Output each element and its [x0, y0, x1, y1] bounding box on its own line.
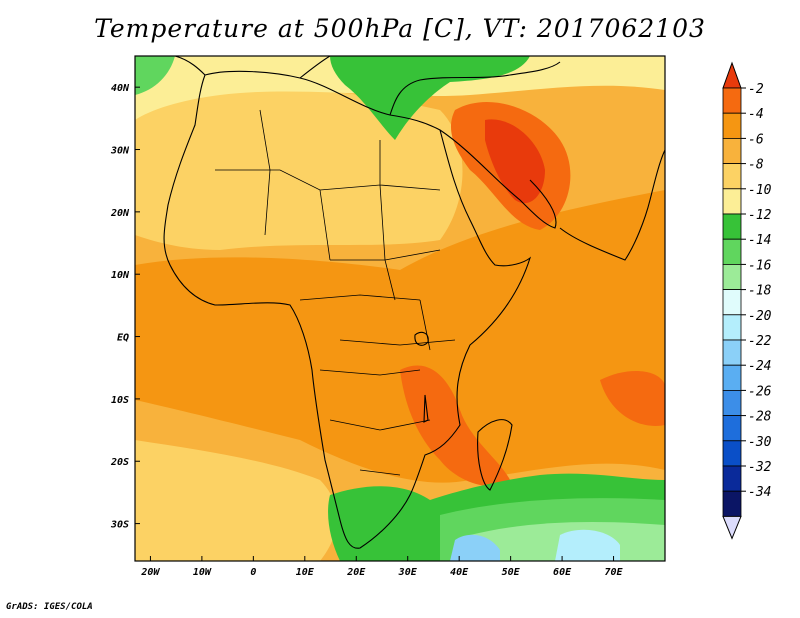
axis-ticks: 20W 10W 0 10E 20E 30E 40E 50E 60E 70E 40N 30N 20N 10N…: [110, 83, 624, 578]
field-sahara-warm: [135, 86, 463, 250]
colorbar-label: -6: [748, 132, 764, 147]
colorbar-label: -30: [748, 435, 772, 450]
europe-coastline: [174, 56, 561, 116]
lon-tick-label: 70E: [605, 567, 624, 578]
africa-coastline: [163, 70, 532, 549]
field-south-blue: [450, 534, 500, 561]
colorbar-label: -12: [748, 208, 772, 223]
arabia-coastline: [439, 129, 557, 229]
colorbar-label: -34: [748, 485, 771, 500]
colorbar-label: -28: [748, 410, 772, 425]
lon-tick-label: 40E: [450, 567, 469, 578]
lake-malawi: [423, 394, 429, 423]
lat-tick-label: EQ: [117, 333, 129, 344]
colorbar-swatch: [722, 289, 742, 316]
lat-tick-label: 20N: [110, 208, 130, 219]
colorbar-label: -26: [748, 384, 772, 399]
lon-tick-label: 10W: [193, 567, 212, 578]
lat-tick-label: 30S: [110, 520, 129, 531]
colorbar-swatch: [722, 364, 742, 391]
colorbar-swatch: [722, 314, 742, 341]
colorbar-label: -18: [748, 284, 772, 299]
lat-tick-label: 10S: [111, 395, 129, 406]
colorbar-swatch: [722, 188, 742, 215]
colorbar-swatch: [722, 213, 742, 240]
colorbar-label: -2: [748, 82, 764, 97]
lon-tick-label: 0: [250, 567, 256, 578]
field-south-yellow: [135, 440, 337, 561]
lon-tick-label: 30E: [398, 567, 418, 578]
colorbar-label: -8: [748, 158, 764, 173]
colorbar-label: -16: [748, 258, 772, 273]
lon-tick-label: 60E: [553, 567, 572, 578]
field-eastafrica-hot: [400, 365, 510, 487]
lat-tick-label: 20S: [110, 457, 129, 468]
lat-tick-label: 10N: [111, 270, 130, 281]
chart-title: Temperature at 500hPa [C], VT: 201706210…: [94, 14, 706, 43]
colorbar-swatch: [722, 112, 742, 139]
lat-tick-label: 40N: [111, 83, 130, 94]
madagascar: [477, 419, 513, 491]
colorbar-label: -10: [748, 183, 772, 198]
credit-label: GrADS: IGES/COLA: [6, 602, 93, 612]
lon-tick-label: 20E: [346, 567, 366, 578]
colorbar-top-arrow: [722, 61, 742, 89]
field-tropical-warm: [135, 190, 665, 483]
colorbar-label: -24: [748, 359, 771, 374]
colorbar-label: -4: [748, 107, 764, 122]
lon-tick-label: 50E: [502, 567, 521, 578]
lat-tick-label: 30N: [110, 146, 130, 157]
colorbar-swatch: [722, 137, 742, 164]
colorbar-swatch: [722, 263, 742, 290]
colorbar-swatch: [722, 339, 742, 366]
colorbar-label: -32: [748, 460, 772, 475]
colorbar-swatch: [722, 238, 742, 265]
asia-coastline: [559, 149, 665, 261]
temperature-field: [135, 56, 665, 561]
field-arabia-core: [485, 119, 545, 204]
colorbar-swatch: [722, 389, 742, 416]
lake-victoria: [414, 331, 429, 346]
colorbar-swatch: [722, 87, 742, 114]
colorbar-label: -20: [748, 309, 772, 324]
internal-borders: [215, 109, 456, 476]
lon-tick-label: 20W: [140, 567, 160, 578]
colorbar-bottom-arrow: [722, 515, 742, 540]
field-south-blue-2: [555, 529, 620, 561]
field-indian-hot: [600, 370, 665, 426]
colorbar-swatch: [722, 490, 742, 517]
colorbar-label: -14: [748, 233, 771, 248]
colorbar-swatch: [722, 163, 742, 190]
colorbar-swatch: [722, 415, 742, 442]
colorbar: -2 -4 -6 -8 -10 -12 -14 -16 -18 -20 -22 -24 -26 -28 -3…: [722, 61, 772, 540]
field-med-lightgreen: [135, 56, 175, 95]
colorbar-swatch: [722, 465, 742, 492]
coastlines: [163, 56, 665, 549]
colorbar-swatch: [722, 440, 742, 467]
lon-tick-label: 10E: [296, 567, 315, 578]
plot-frame: [134, 55, 666, 562]
colorbar-label: -22: [748, 334, 772, 349]
